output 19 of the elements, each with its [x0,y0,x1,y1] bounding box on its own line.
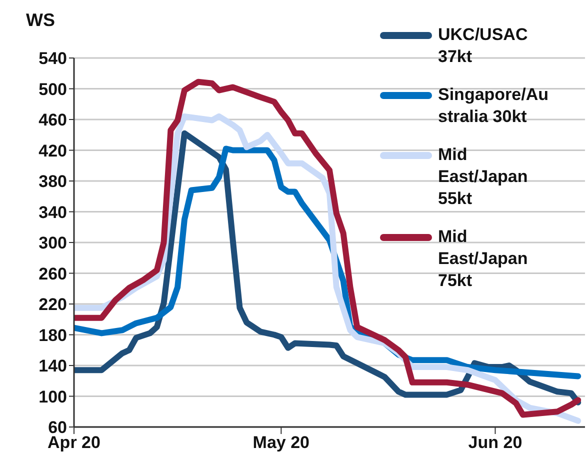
legend-label: Singapore/Australia 30kt [438,84,550,128]
y-axis-title: WS [26,10,55,31]
y-tick-label: 340 [38,202,67,222]
y-tick-label: 260 [38,264,67,284]
y-tick-label: 540 [38,49,67,68]
y-tick-label: 180 [38,326,67,345]
legend-label: Mid East/Japan 55kt [438,144,529,210]
y-tick-label: 300 [38,234,67,253]
y-tick-label: 380 [38,172,67,192]
y-tick-label: 420 [38,141,67,160]
y-tick-label: 100 [38,387,67,406]
y-tick-label: 460 [38,110,67,130]
y-tick-label: 220 [38,295,67,314]
y-tick-label: 140 [38,356,67,376]
x-tick-label: May 20 [252,433,310,452]
y-tick-label: 500 [38,80,67,99]
x-tick-label: Jun 20 [468,433,522,452]
legend-label: UKC/USAC 37kt [438,24,529,68]
legend-label: Mid East/Japan 75kt [438,226,529,292]
